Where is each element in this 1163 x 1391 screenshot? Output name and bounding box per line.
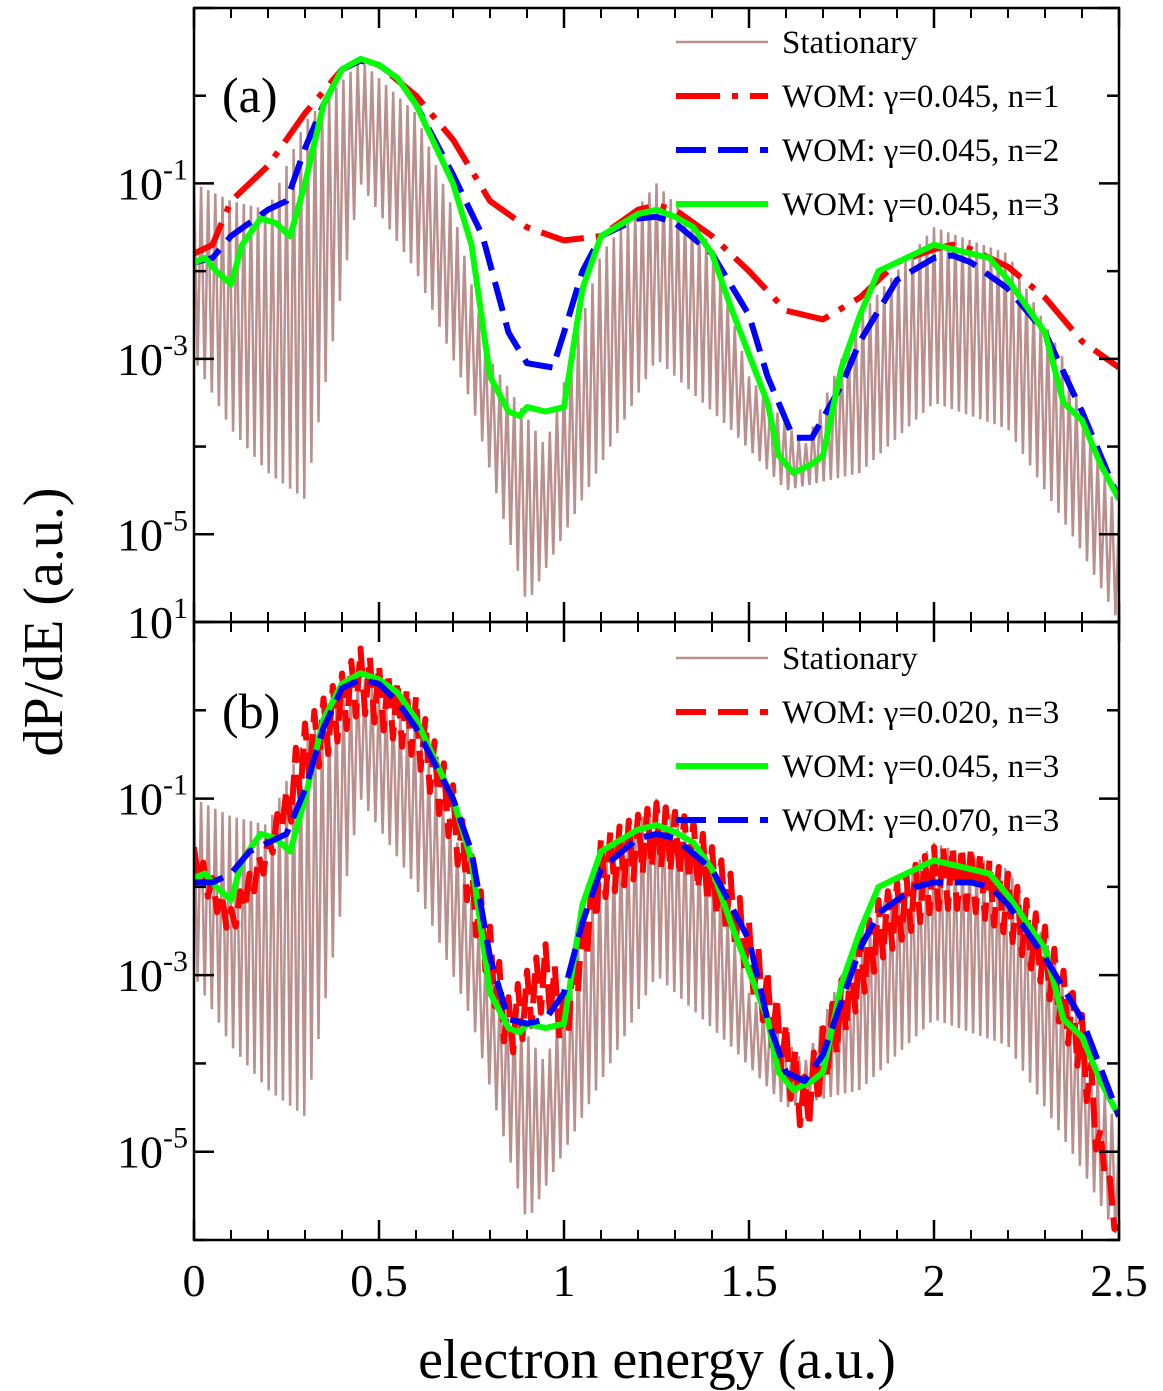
panel-b-label: (b) [222, 683, 280, 739]
panel-a: 10-1 10-3 10-5 (a) Stationary WOM: γ=0.045,… [117, 6, 1121, 624]
panel-a-label: (a) [222, 67, 278, 123]
legend-label-3: WOM: γ=0.045, n=3 [782, 187, 1059, 223]
series-line-1 [194, 645, 1119, 1232]
stationary-line [194, 63, 1119, 616]
y-tick-label: 10-5 [117, 1122, 188, 1178]
panel-a-axes: 10-1 10-3 10-5 [117, 6, 1121, 624]
x-tick-label: 1 [553, 1255, 576, 1306]
series-line-3 [194, 676, 1119, 1118]
legend-label-0: Stationary [782, 25, 918, 61]
panel-a-legend: Stationary WOM: γ=0.045, n=1 WOM: γ=0.045,… [676, 25, 1059, 223]
y-tick-label: 10-1 [117, 153, 188, 209]
y-tick-label: 10-1 [117, 769, 188, 825]
legend-label-3: WOM: γ=0.070, n=3 [782, 803, 1059, 839]
x-tick-label: 2.5 [1090, 1255, 1148, 1306]
panel-b: 0 0.5 1 1.5 2 2.5 101 10-1 10-3 10-5 (b) Stationa… [117, 592, 1148, 1306]
series-group [194, 55, 1119, 616]
stationary-line [194, 678, 1119, 1234]
panel-a-plot-area [194, 55, 1119, 616]
series-line-3 [194, 55, 1119, 501]
series-line-2 [194, 670, 1119, 1118]
legend-label-2: WOM: γ=0.045, n=2 [782, 133, 1059, 169]
x-tick-label: 0.5 [350, 1255, 408, 1306]
panel-b-legend: Stationary WOM: γ=0.020, n=3 WOM: γ=0.045,… [676, 641, 1059, 839]
legend-label-1: WOM: γ=0.020, n=3 [782, 695, 1059, 731]
y-tick-label: 101 [127, 592, 188, 648]
y-tick-label: 10-5 [117, 504, 188, 560]
legend-label-0: Stationary [782, 641, 918, 677]
x-axis-title: electron energy (a.u.) [418, 1329, 896, 1391]
y-tick-label: 10-3 [117, 945, 188, 1001]
x-tick-label: 0 [183, 1255, 206, 1306]
panel-b-frame [192, 620, 1121, 1242]
legend-label-2: WOM: γ=0.045, n=3 [782, 749, 1059, 785]
x-tick-label: 1.5 [720, 1255, 778, 1306]
x-tick-label: 2 [923, 1255, 946, 1306]
y-tick-label: 10-3 [117, 329, 188, 385]
y-axis-title: dP/dE (a.u.) [13, 487, 75, 756]
panel-b-plot-area [194, 645, 1119, 1234]
legend-label-1: WOM: γ=0.045, n=1 [782, 79, 1059, 115]
series-group [194, 645, 1119, 1234]
panel-b-axes: 0 0.5 1 1.5 2 2.5 101 10-1 10-3 10-5 [117, 592, 1148, 1306]
